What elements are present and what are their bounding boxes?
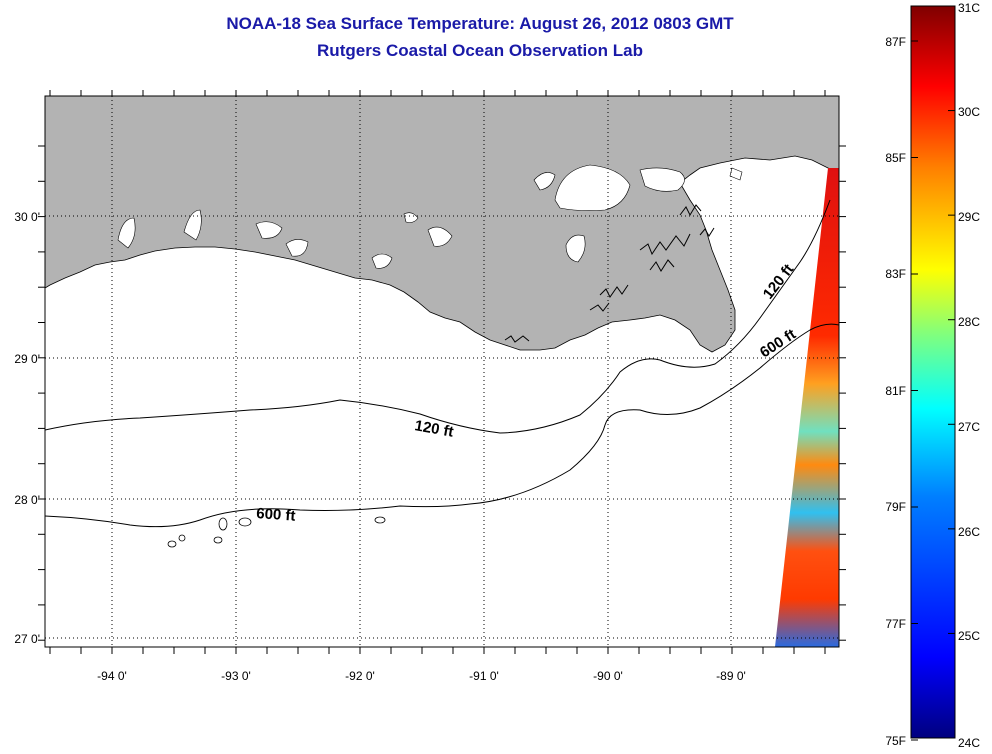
map-subtitle: Rutgers Coastal Ocean Observation Lab bbox=[317, 41, 643, 60]
contour-label-120ft-west: 120 ft bbox=[413, 417, 455, 441]
colorbar-ticks bbox=[911, 5, 955, 741]
cb-celsius-24: 24C bbox=[958, 736, 980, 750]
cb-celsius-26: 26C bbox=[958, 525, 980, 539]
grid-lines bbox=[45, 96, 839, 647]
inland-lakes bbox=[117, 164, 743, 269]
axis-ticks bbox=[38, 90, 846, 654]
cb-fahrenheit-83: 83F bbox=[885, 267, 906, 281]
cb-fahrenheit-77: 77F bbox=[885, 617, 906, 631]
cb-fahrenheit-85: 85F bbox=[885, 151, 906, 165]
cb-celsius-29: 29C bbox=[958, 210, 980, 224]
map-title: NOAA-18 Sea Surface Temperature: August … bbox=[226, 14, 734, 33]
sst-swath bbox=[775, 168, 839, 647]
lat-label-30: 30 0' bbox=[14, 210, 40, 224]
cb-fahrenheit-79: 79F bbox=[885, 500, 906, 514]
contour-label-600ft-west: 600 ft bbox=[256, 505, 296, 525]
lon-label-93: -93 0' bbox=[221, 669, 251, 683]
cb-celsius-31: 31C bbox=[958, 1, 980, 15]
cb-fahrenheit-87: 87F bbox=[885, 35, 906, 49]
contour-120ft bbox=[45, 199, 831, 434]
lat-label-28: 28 0' bbox=[14, 493, 40, 507]
lon-label-90: -90 0' bbox=[593, 669, 623, 683]
cb-celsius-25: 25C bbox=[958, 629, 980, 643]
lon-label-89: -89 0' bbox=[716, 669, 746, 683]
cb-celsius-27: 27C bbox=[958, 420, 980, 434]
cb-fahrenheit-75: 75F bbox=[885, 734, 906, 748]
lon-label-94: -94 0' bbox=[97, 669, 127, 683]
delta-marsh bbox=[504, 204, 715, 343]
contour-600ft bbox=[45, 323, 839, 528]
lat-label-29: 29 0' bbox=[14, 352, 40, 366]
colorbar bbox=[910, 5, 956, 739]
lon-label-91: -91 0' bbox=[469, 669, 499, 683]
cb-celsius-28: 28C bbox=[958, 315, 980, 329]
lon-label-92: -92 0' bbox=[345, 669, 375, 683]
map-frame bbox=[44, 95, 840, 648]
lat-label-27: 27 0' bbox=[14, 632, 40, 646]
contour-fragments bbox=[167, 516, 386, 548]
cb-celsius-30: 30C bbox=[958, 105, 980, 119]
cb-fahrenheit-81: 81F bbox=[885, 384, 906, 398]
